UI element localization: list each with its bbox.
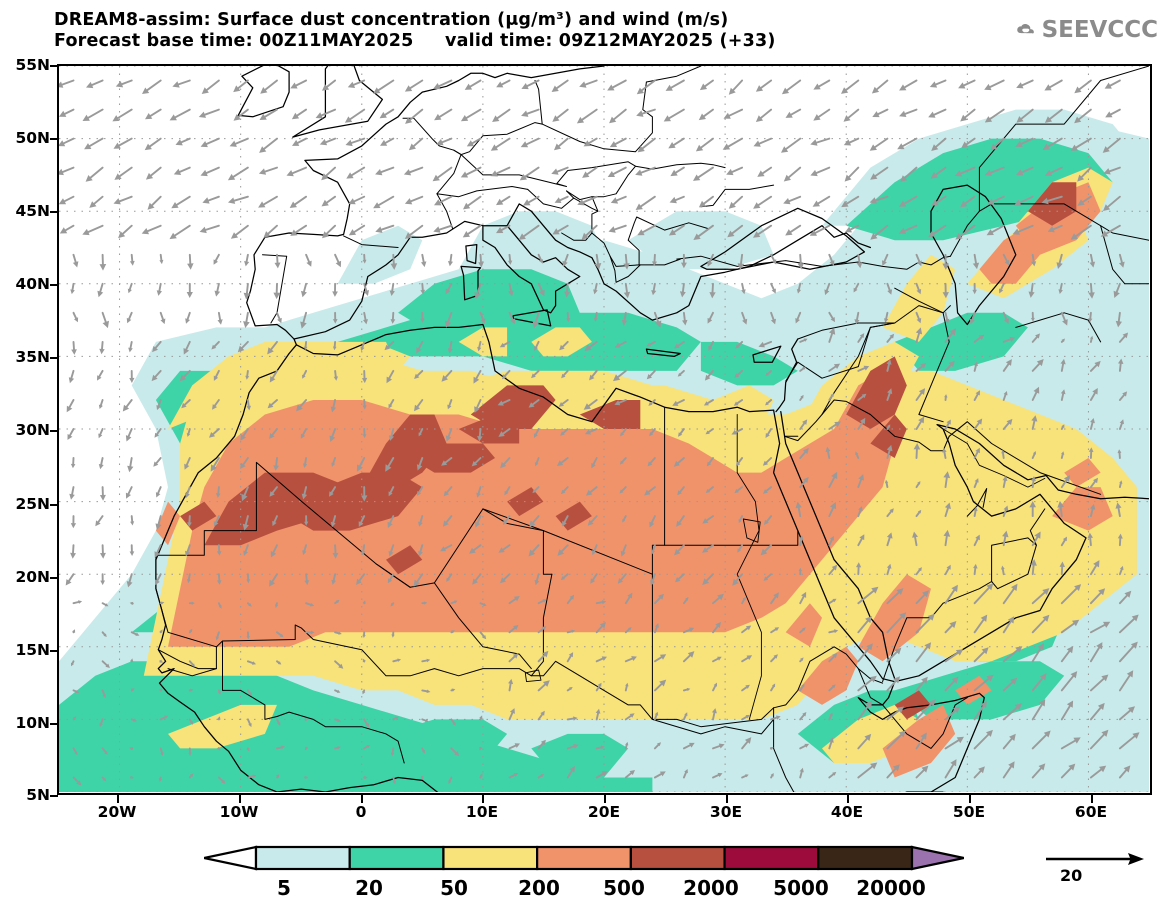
country-borders xyxy=(155,66,1149,792)
colorbar-bin xyxy=(442,845,539,871)
wind-vectors xyxy=(59,79,1140,786)
lat-tick xyxy=(50,138,58,140)
colorbar-label-200: 200 xyxy=(518,876,560,900)
lon-tick xyxy=(482,795,484,803)
colorbar-label-20000: 20000 xyxy=(856,876,926,900)
lon-label-60e: 60E xyxy=(1074,803,1108,821)
colorbar-bin xyxy=(536,845,632,871)
lon-tick xyxy=(726,795,728,803)
colorbar-tip-low xyxy=(204,845,258,871)
colorbar-label-5: 5 xyxy=(277,876,291,900)
colorbar-label-50: 50 xyxy=(440,876,468,900)
lat-label-55n: 55N xyxy=(15,56,50,74)
lat-label-10n: 10N xyxy=(15,714,50,732)
colorbar-swatches xyxy=(204,845,964,871)
lat-label-5n: 5N xyxy=(26,786,50,804)
lat-tick xyxy=(50,504,58,506)
wind-scale-label: 20 xyxy=(1060,866,1083,885)
lon-tick xyxy=(847,795,849,803)
map-gridlines xyxy=(59,66,1149,792)
lat-tick xyxy=(50,284,58,286)
lat-label-20n: 20N xyxy=(15,568,50,586)
lat-tick xyxy=(50,723,58,725)
colorbar-bin xyxy=(817,845,914,871)
colorbar-bin xyxy=(254,845,351,871)
cloud-icon xyxy=(1017,24,1034,34)
lon-tick xyxy=(604,795,606,803)
lon-label-30e: 30E xyxy=(709,803,743,821)
lat-label-30n: 30N xyxy=(15,421,50,439)
lon-label-0: 0 xyxy=(355,803,367,821)
lat-label-15n: 15N xyxy=(15,641,50,659)
lon-label-10e: 10E xyxy=(465,803,499,821)
colorbar-bin xyxy=(629,845,726,871)
lon-label-50e: 50E xyxy=(952,803,986,821)
title-line-2: Forecast base time: 00Z11MAY2025 valid t… xyxy=(54,31,776,51)
lat-tick xyxy=(50,357,58,359)
lon-tick xyxy=(1091,795,1093,803)
logo-text: SEEVCCC xyxy=(1041,17,1158,43)
lon-label-40e: 40E xyxy=(830,803,864,821)
lat-tick xyxy=(50,430,58,432)
lat-label-35n: 35N xyxy=(15,348,50,366)
colorbar[interactable] xyxy=(204,844,964,874)
lon-label-20w: 20W xyxy=(97,803,137,821)
map-canvas xyxy=(59,66,1149,792)
lat-label-45n: 45N xyxy=(15,202,50,220)
lat-tick xyxy=(50,795,58,797)
colorbar-label-20: 20 xyxy=(355,876,383,900)
lon-label-20e: 20E xyxy=(587,803,621,821)
colorbar-tip-high xyxy=(910,845,964,871)
title-line-1: DREAM8-assim: Surface dust concentration… xyxy=(54,10,729,30)
colorbar-label-5000: 5000 xyxy=(773,876,829,900)
colorbar-label-2000: 2000 xyxy=(683,876,739,900)
lat-tick xyxy=(50,65,58,67)
lat-tick xyxy=(50,211,58,213)
lat-tick xyxy=(50,650,58,652)
seevccc-logo: SEEVCCC xyxy=(1016,13,1158,47)
lon-tick xyxy=(239,795,241,803)
colorbar-bin xyxy=(723,845,820,871)
lon-label-10w: 10W xyxy=(219,803,259,821)
lon-tick xyxy=(117,795,119,803)
lat-tick xyxy=(50,577,58,579)
lon-tick xyxy=(361,795,363,803)
lon-tick xyxy=(969,795,971,803)
wind-scale-reference xyxy=(1046,853,1144,865)
lat-label-40n: 40N xyxy=(15,275,50,293)
colorbar-bin xyxy=(348,845,445,871)
colorbar-label-500: 500 xyxy=(603,876,645,900)
lat-label-50n: 50N xyxy=(15,129,50,147)
dust-concentration-map[interactable] xyxy=(57,64,1152,795)
lat-label-25n: 25N xyxy=(15,495,50,513)
